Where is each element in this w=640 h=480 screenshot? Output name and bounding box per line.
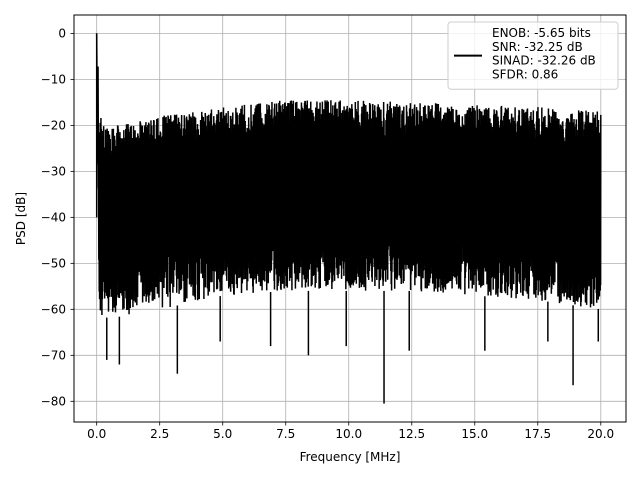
y-tick-label: −80 [41, 395, 66, 409]
y-tick-label: −60 [41, 303, 66, 317]
x-tick-label: 17.5 [524, 427, 551, 441]
x-tick-label: 15.0 [461, 427, 488, 441]
x-axis-ticks: 0.0 2.5 5.0 7.5 10.0 12.5 15.0 17.5 20.0 [87, 422, 614, 441]
legend-box [447, 21, 619, 90]
x-tick-label: 10.0 [335, 427, 362, 441]
x-tick-label: 7.5 [276, 427, 295, 441]
y-axis-label: PSD [dB] [14, 192, 28, 245]
legend-line: ENOB: -5.65 bits [492, 26, 591, 40]
y-tick-label: −70 [41, 349, 66, 363]
x-tick-label: 20.0 [587, 427, 614, 441]
x-tick-label: 2.5 [150, 427, 169, 441]
y-tick-label: −30 [41, 165, 66, 179]
axes-frame [73, 14, 627, 423]
y-tick-label: 0 [58, 27, 66, 41]
x-tick-label: 12.5 [398, 427, 425, 441]
series-psd-trace [95, 33, 602, 404]
legend-line: SFDR: 0.86 [492, 67, 558, 81]
y-tick-label: −40 [41, 211, 66, 225]
x-tick-label: 0.0 [87, 427, 106, 441]
x-tick-label: 5.0 [213, 427, 232, 441]
x-axis-label: Frequency [MHz] [300, 450, 401, 464]
y-tick-label: −50 [41, 257, 66, 271]
psd-trace-line [95, 33, 602, 315]
y-tick-label: −10 [41, 73, 66, 87]
y-axis-ticks: 0 −10 −20 −30 −40 −50 −60 −70 −80 [41, 27, 74, 409]
y-tick-label: −20 [41, 119, 66, 133]
legend-line: SNR: -32.25 dB [492, 40, 583, 54]
legend-line: SINAD: -32.26 dB [492, 54, 596, 68]
